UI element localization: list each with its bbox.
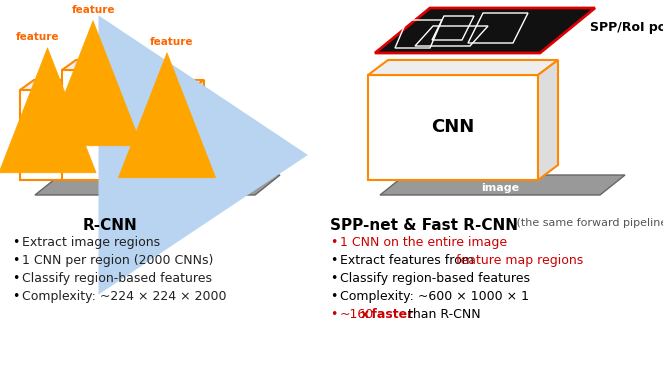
Polygon shape	[190, 80, 204, 180]
Text: •: •	[12, 272, 19, 285]
Text: image: image	[481, 183, 519, 193]
Text: •: •	[330, 236, 337, 249]
Polygon shape	[20, 90, 75, 180]
Polygon shape	[380, 175, 625, 195]
Polygon shape	[35, 175, 280, 195]
Text: •: •	[330, 308, 337, 321]
Text: (the same forward pipeline): (the same forward pipeline)	[513, 218, 663, 228]
Polygon shape	[62, 70, 120, 180]
Text: R-CNN: R-CNN	[83, 218, 137, 233]
Text: x: x	[361, 308, 369, 321]
Text: •: •	[330, 290, 337, 303]
Text: CNN: CNN	[432, 119, 475, 136]
Text: SPP-net & Fast R-CNN: SPP-net & Fast R-CNN	[330, 218, 518, 233]
Text: SPP/RoI pooling: SPP/RoI pooling	[590, 22, 663, 34]
Text: faster: faster	[367, 308, 413, 321]
Polygon shape	[538, 60, 558, 180]
Polygon shape	[20, 80, 89, 90]
Text: •: •	[12, 236, 19, 249]
Text: Complexity: ~600 × 1000 × 1: Complexity: ~600 × 1000 × 1	[340, 290, 529, 303]
Text: Classify region-based features: Classify region-based features	[22, 272, 212, 285]
Text: feature map regions: feature map regions	[455, 254, 583, 267]
Polygon shape	[75, 80, 89, 180]
Text: image: image	[136, 183, 174, 193]
Polygon shape	[368, 60, 558, 75]
Text: Complexity: ~224 × 224 × 2000: Complexity: ~224 × 224 × 2000	[22, 290, 227, 303]
Text: ~160: ~160	[340, 308, 374, 321]
Polygon shape	[368, 75, 538, 180]
Text: CNN: CNN	[32, 128, 62, 141]
Text: feature: feature	[71, 5, 115, 15]
Polygon shape	[130, 80, 204, 90]
Text: Extract features from: Extract features from	[340, 254, 478, 267]
Text: •: •	[330, 254, 337, 267]
Text: Classify region-based features: Classify region-based features	[340, 272, 530, 285]
Text: •: •	[12, 254, 19, 267]
Text: feature: feature	[16, 32, 59, 42]
Text: Extract image regions: Extract image regions	[22, 236, 160, 249]
Text: feature: feature	[151, 37, 194, 47]
Text: •: •	[12, 290, 19, 303]
Text: CNN: CNN	[76, 119, 106, 132]
Polygon shape	[130, 90, 190, 180]
Polygon shape	[375, 8, 595, 53]
Text: 1 CNN on the entire image: 1 CNN on the entire image	[340, 236, 507, 249]
Text: CNN: CNN	[145, 128, 175, 141]
Polygon shape	[120, 60, 134, 180]
Text: than R-CNN: than R-CNN	[404, 308, 480, 321]
Text: 1 CNN per region (2000 CNNs): 1 CNN per region (2000 CNNs)	[22, 254, 213, 267]
Polygon shape	[62, 60, 134, 70]
Text: •: •	[330, 272, 337, 285]
